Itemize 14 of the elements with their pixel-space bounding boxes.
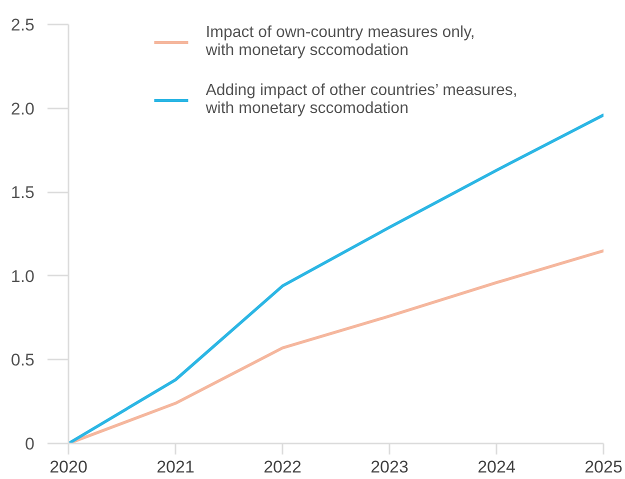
y-tick-label: 2.5 <box>10 16 35 34</box>
x-tick-label: 2024 <box>478 458 516 476</box>
x-tick-label: 2021 <box>156 458 194 476</box>
x-tick-label: 2020 <box>50 458 88 476</box>
y-tick-label: 0 <box>25 434 35 454</box>
y-tick-label: 0.5 <box>10 350 35 370</box>
y-tick-label: 1.0 <box>10 266 35 286</box>
legend-label: Adding impact of other countries’ measures, with monetary sccomodation <box>206 82 518 118</box>
x-tick-label: 2022 <box>264 458 302 476</box>
y-tick-label: 2.0 <box>10 99 35 118</box>
y-tick-label: 1.5 <box>10 183 35 202</box>
legend-label: Impact of own-country measures only, with monetary sccomodation <box>206 24 475 60</box>
x-tick-label: 2025 <box>584 458 622 476</box>
x-tick-label: 2023 <box>370 458 408 476</box>
